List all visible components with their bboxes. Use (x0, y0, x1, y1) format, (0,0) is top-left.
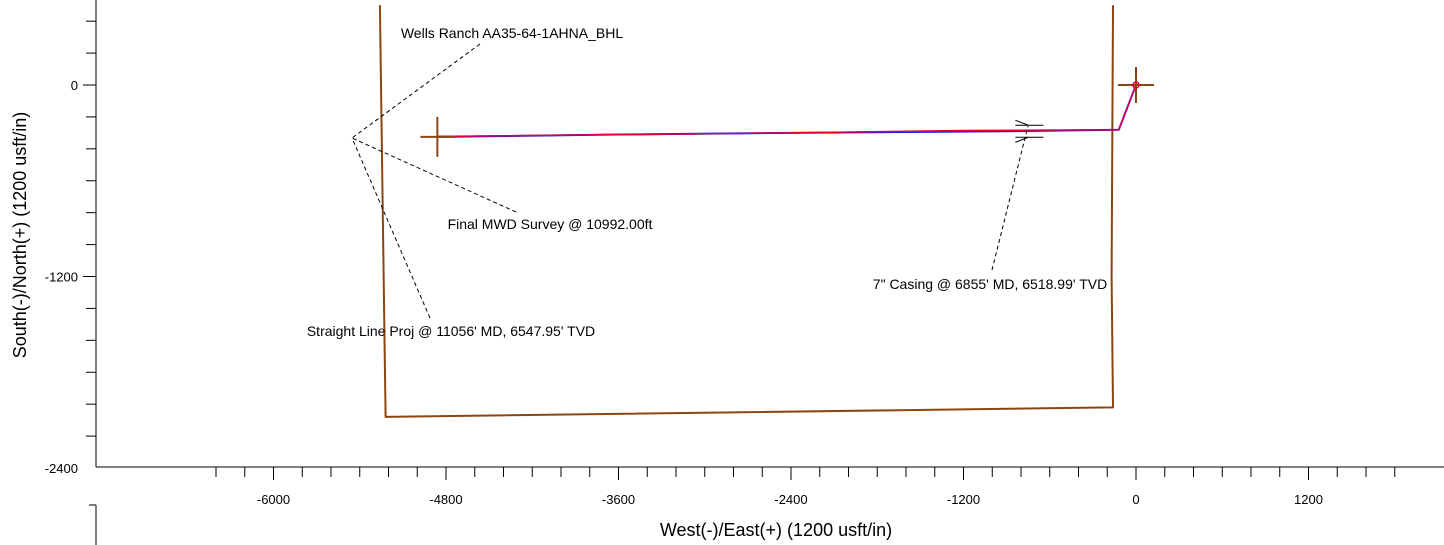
actual-wellbore-line (437, 84, 1137, 138)
marker-layer (420, 67, 1154, 157)
plan-wellbore-line (437, 84, 1137, 138)
y-tick-label: -2400 (45, 461, 78, 476)
annotation-layer: Wells Ranch AA35-64-1AHNA_BHL Final MWD S… (307, 25, 1107, 339)
surface-location-marker (1132, 81, 1140, 89)
x-tick-label: 0 (1132, 492, 1139, 507)
y-tick-label: -1200 (45, 270, 78, 285)
x-tick-label: -4800 (429, 492, 462, 507)
plot-frame (89, 0, 1444, 545)
annotation-label: Wells Ranch AA35-64-1AHNA_BHL (401, 25, 624, 41)
x-tick-label: 1200 (1294, 492, 1323, 507)
y-axis-title: South(-)/North(+) (1200 usft/in) (10, 112, 30, 359)
x-axis-title: West(-)/East(+) (1200 usft/in) (660, 520, 892, 540)
annotation-label: Straight Line Proj @ 11056' MD, 6547.95'… (307, 323, 595, 339)
series-layer (378, 5, 1137, 418)
x-tick-label: -6000 (257, 492, 290, 507)
tick-layer: -6000 -4800 -3600 -2400 -1200 0 1200 0 -1200 -240… (45, 20, 1396, 507)
annotation-leader (991, 125, 1029, 271)
x-tick-label: -2400 (774, 492, 807, 507)
annotation-label: 7" Casing @ 6855' MD, 6518.99' TVD (873, 276, 1107, 292)
annotation-leader (351, 137, 517, 213)
annotation-leader (351, 137, 431, 319)
casing-symbol-bottom (1015, 136, 1044, 143)
x-tick-label: -1200 (947, 492, 980, 507)
casing-symbol-top (1015, 119, 1044, 126)
annotation-label: Final MWD Survey @ 10992.00ft (448, 216, 653, 232)
y-tick-label: 0 (71, 78, 78, 93)
lease-boundary-line (378, 5, 1114, 418)
annotation-leader (351, 43, 481, 139)
x-tick-label: -3600 (602, 492, 635, 507)
